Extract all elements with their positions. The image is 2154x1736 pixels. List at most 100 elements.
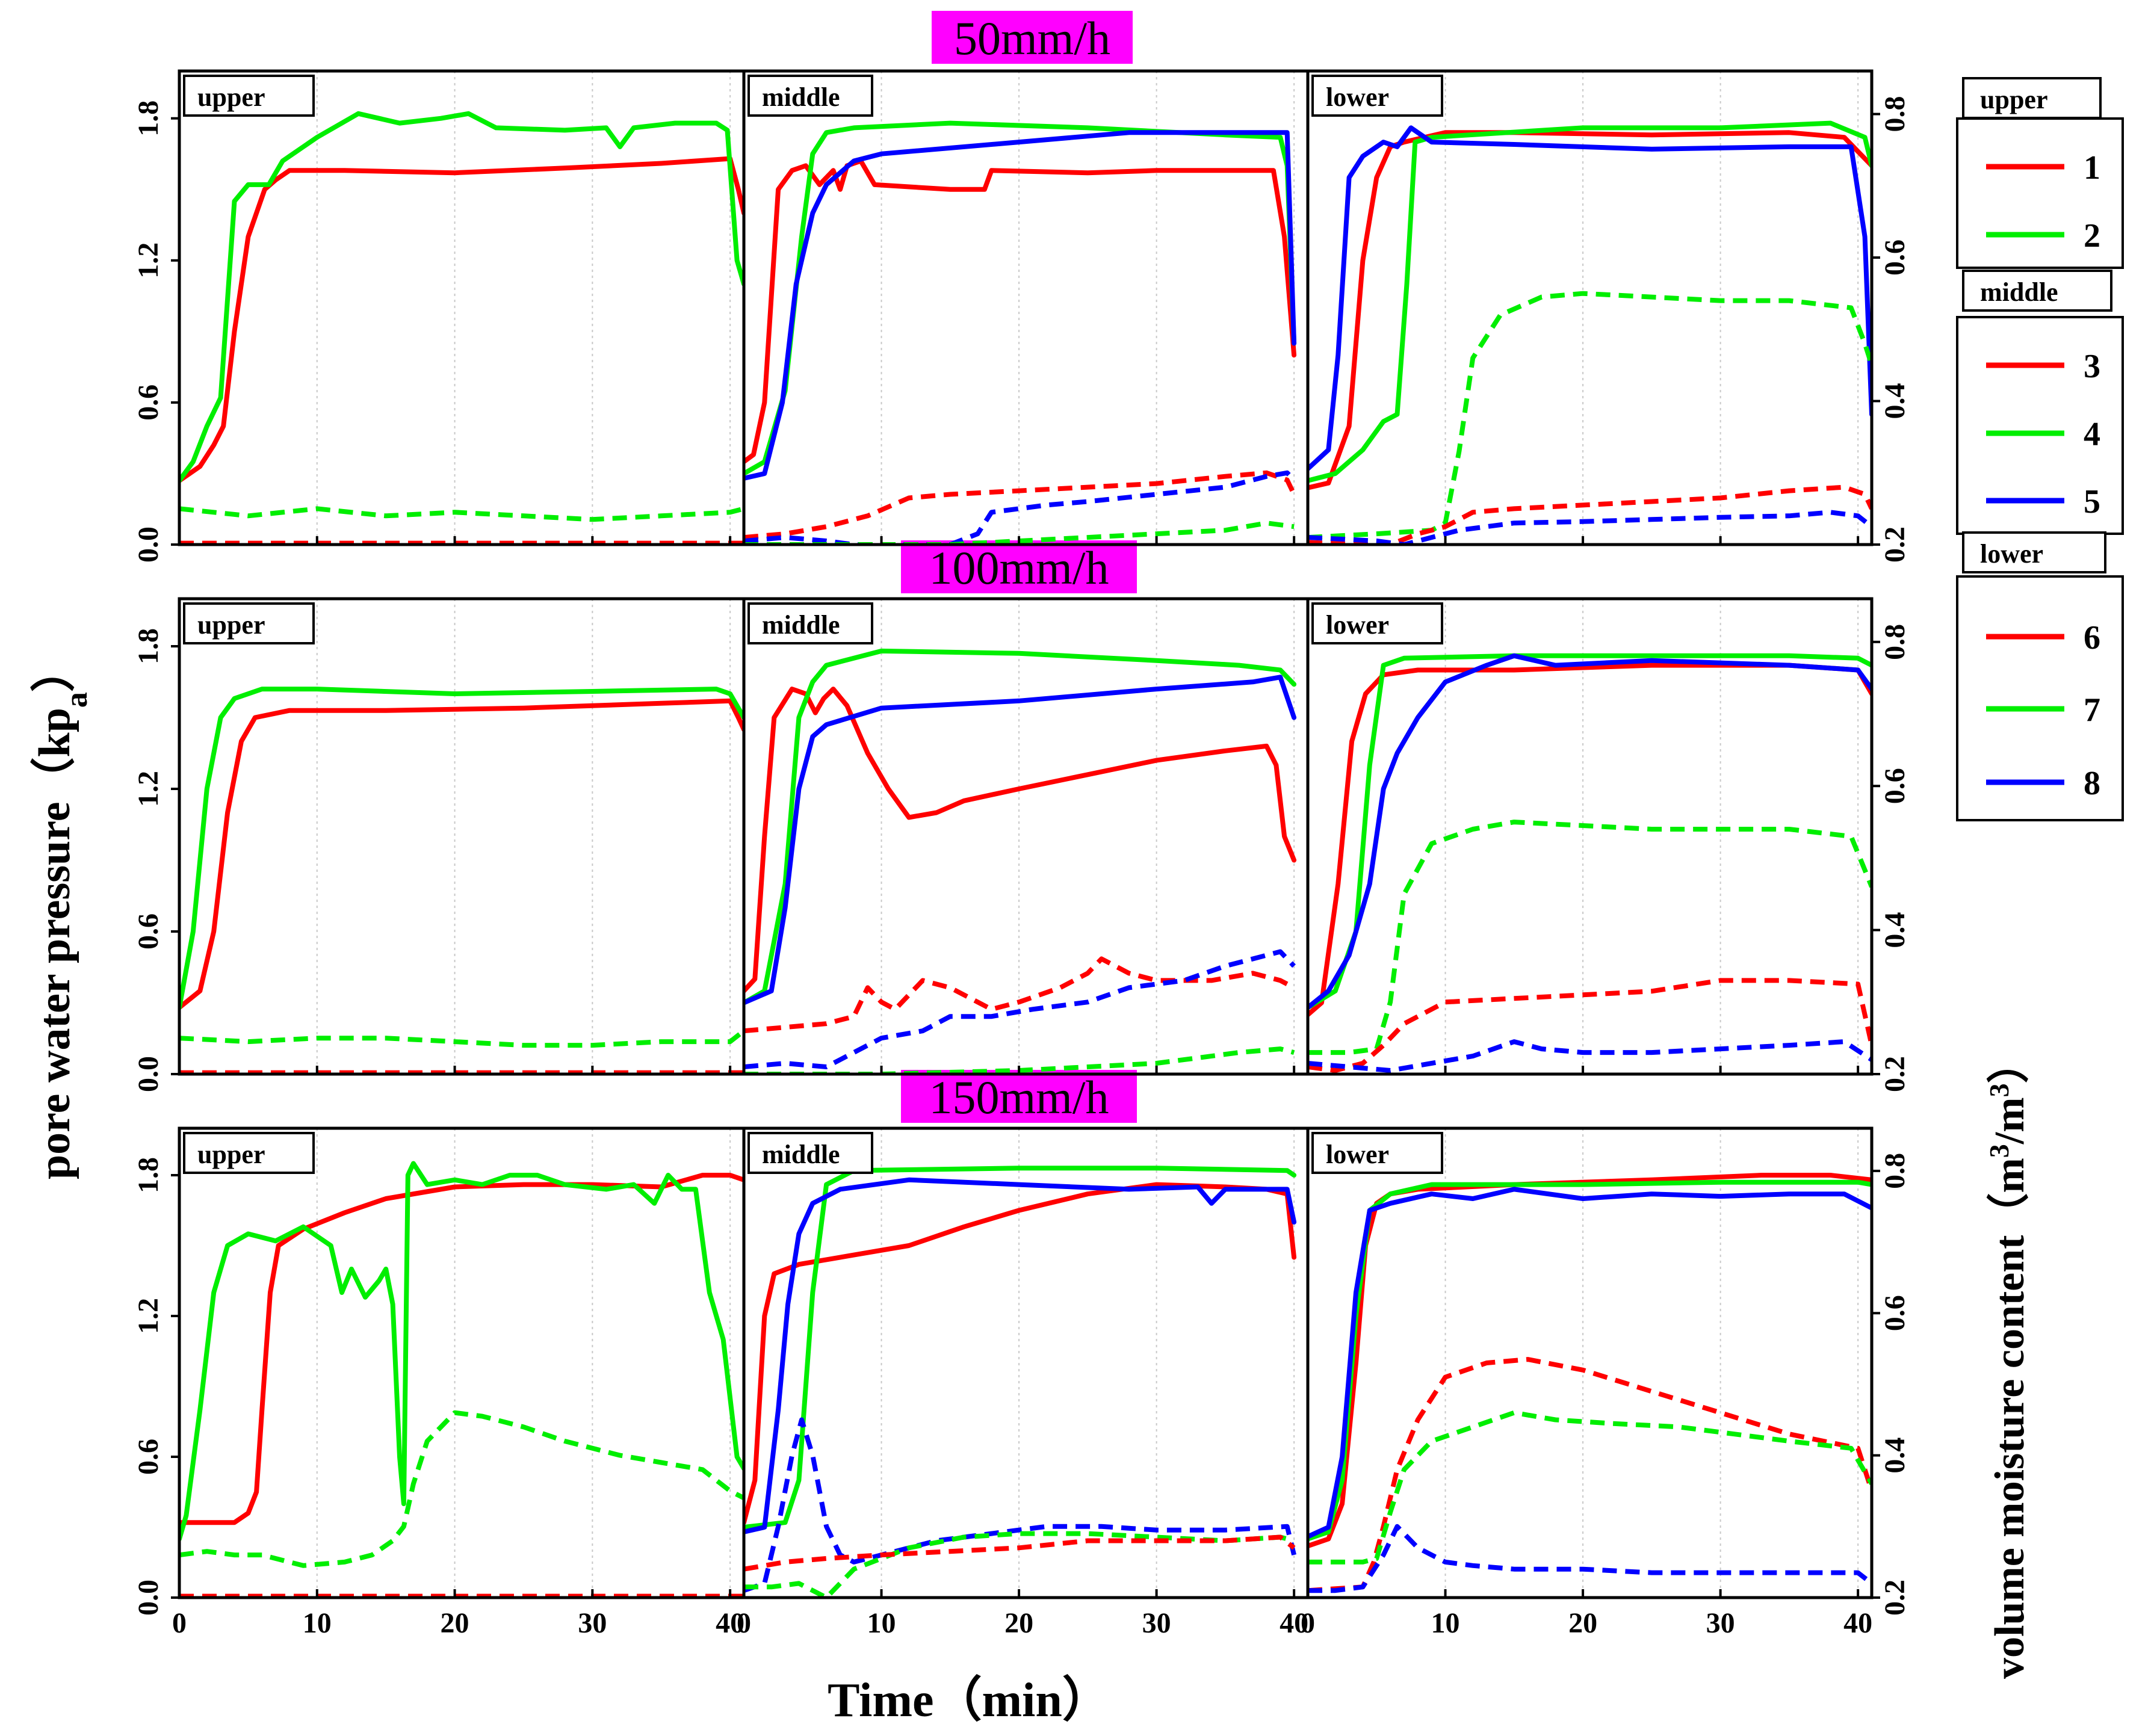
row-title-1-bg [932,11,1133,64]
row-title-2-bg [901,540,1137,593]
legend-title-box [1962,77,2102,119]
x-tick-label: 10 [303,1607,332,1639]
legend-title-upper: upper [1980,85,2047,114]
left-tick-label: 0.6 [132,1439,164,1475]
legend-box [1956,117,2124,269]
legend-group-middle: middle 3 4 5 [1956,270,2124,535]
x-tick-label: 10 [1431,1607,1460,1639]
panel-label-lower: lower [1326,82,1389,112]
panel-frame [742,597,1310,1076]
x-tick-label: 20 [1004,1607,1033,1639]
row-title-2-text: 100mm/h [929,542,1109,594]
series-green-solid-upper [179,1161,744,1542]
left-axis-title-sub: a [60,692,94,708]
right-tick-label: 0.8 [1879,1153,1911,1189]
series-green-solid-lower [1308,653,1872,1010]
panel-label-middle: middle [762,1140,840,1169]
series-blue-dashed-lower [1308,1524,1872,1593]
legend-group-upper: upper 1 2 [1956,77,2124,269]
series-red-solid-lower [1308,130,1872,490]
series-green-dashed-lower [1308,291,1872,540]
series-red-solid-upper [179,698,744,1010]
x-tick-label: 0 [172,1607,187,1639]
left-tick-label: 1.8 [132,100,164,137]
series-red-solid-upper [179,1173,744,1525]
series-green-dashed-middle [744,1046,1295,1074]
x-tick-label: 20 [1568,1607,1597,1639]
series-red-dashed-middle [744,956,1295,1034]
panel-2-upper: upper [171,597,746,1076]
panel-3-middle: middle [742,1126,1310,1599]
series-green-dashed-middle [744,520,1295,545]
right-axis-title: volume moisture content（m3/m3） [1984,1041,2034,1679]
panel-label-upper: upper [197,1140,265,1169]
right-axis-title-sup2: 3 [1984,1083,2014,1097]
row-title-3-bg [901,1070,1137,1123]
series-red-dashed-lower [1308,484,1872,545]
series-green-dashed-lower [1308,1410,1872,1565]
series-green-solid-upper [179,687,744,1010]
panel-label-upper: upper [197,82,265,112]
series-green-dashed-middle [744,1531,1295,1598]
x-tick-label: 20 [441,1607,469,1639]
right-tick-label: 0.6 [1879,1295,1911,1331]
panel-2-middle: middle [742,597,1310,1076]
row-title-1: 50mm/h [932,11,1133,64]
x-tick-label: 0 [737,1607,751,1639]
legend-group-lower: lower 6 7 8 [1956,531,2124,821]
x-tick-label: 40 [1280,1607,1308,1639]
legend-title-middle: middle [1980,277,2058,307]
series-red-dashed-middle [744,1534,1296,1572]
x-tick-label: 30 [1706,1607,1735,1639]
series-blue-dashed-middle [744,470,1296,545]
legend-label-6: 6 [2084,619,2100,656]
right-tick-label: 0.6 [1879,239,1911,276]
series-red-dashed-lower [1308,1357,1872,1593]
panel-label-middle: middle [762,82,840,112]
legend-label-4: 4 [2084,416,2100,453]
panel-3-lower: lower [1306,1126,1880,1599]
right-tick-label: 0.6 [1879,768,1911,804]
legend-label-5: 5 [2084,483,2100,520]
series-green-dashed-upper [179,1029,744,1048]
right-axis-title-mid: /m [1987,1097,2033,1144]
x-tick-label: 30 [578,1607,607,1639]
left-axis-title-main: pore water pressure（kp [30,708,79,1179]
left-tick-label: 1.8 [132,1157,164,1193]
legend-label-8: 8 [2084,765,2100,802]
left-tick-label: 0.0 [132,527,164,563]
x-axis-title: Time（min） [828,1674,1110,1727]
left-axis-title: pore water pressure（kpa） [30,647,94,1179]
right-axis-title-main: volume moisture content（m [1986,1158,2033,1679]
panel-label-box [183,602,315,644]
panel-frame [1306,69,1874,546]
panel-label-box [747,602,873,644]
series-green-solid-middle [744,648,1297,1005]
left-tick-label: 0.6 [132,385,164,421]
left-tick-label: 1.8 [132,628,164,664]
series-green-solid-upper [179,111,744,483]
series-red-solid-upper [179,156,744,483]
row-title-3-text: 150mm/h [929,1071,1109,1123]
right-axis-title-sup1: 3 [1984,1144,2014,1158]
series-blue-dashed-middle [744,949,1296,1069]
row-title-3: 150mm/h [901,1070,1137,1123]
panel-label-box [1311,1132,1443,1174]
left-tick-label: 1.2 [132,1298,164,1334]
panel-frame [1306,597,1874,1076]
panel-1-lower: lower [1306,69,1880,546]
panel-frame [178,597,746,1076]
legend-title-box [1962,531,2106,573]
legend-title-box [1962,270,2112,312]
x-tick-label: 0 [1301,1607,1315,1639]
series-red-solid-lower [1308,663,1872,1018]
panel-label-upper: upper [197,610,265,640]
right-axis-title-close: ） [1986,1041,2033,1083]
left-tick-label: 1.2 [132,771,164,807]
series-red-dashed-lower [1308,978,1872,1073]
series-blue-dashed-lower [1308,510,1872,545]
series-blue-solid-middle [744,675,1297,1005]
series-green-dashed-lower [1308,820,1872,1055]
left-tick-label: 0.0 [132,1056,164,1092]
legend-title-lower: lower [1980,539,2043,569]
